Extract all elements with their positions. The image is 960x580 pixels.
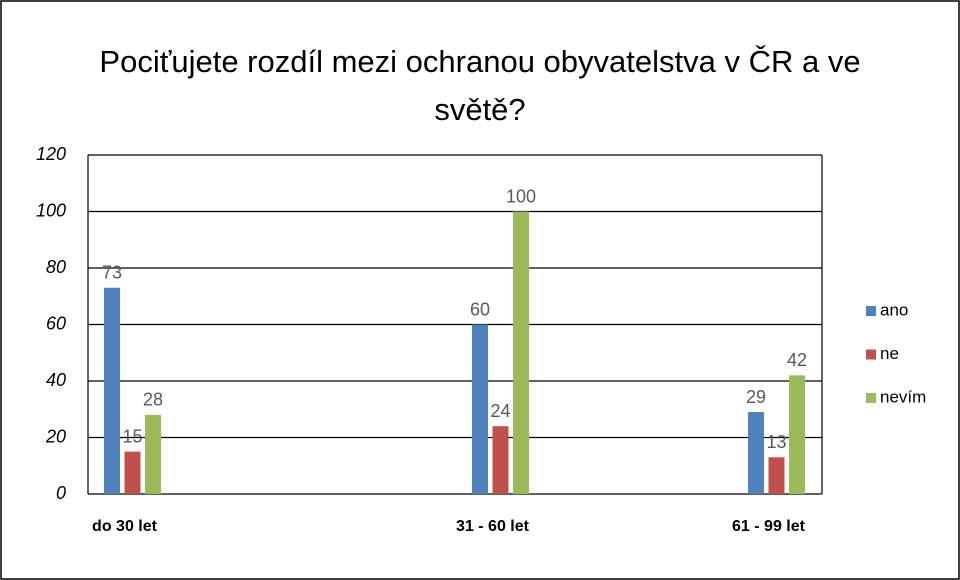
legend-label: ano <box>880 300 908 319</box>
bar <box>124 451 141 494</box>
chart-title: Pociťujete rozdíl mezi ochranou obyvatel… <box>99 44 861 127</box>
data-label: 24 <box>490 401 510 421</box>
x-tick-label: 31 - 60 let <box>456 518 529 535</box>
x-tick-label: 61 - 99 let <box>732 518 805 535</box>
data-label: 15 <box>122 426 142 446</box>
bar <box>492 426 509 494</box>
data-label: 73 <box>102 263 122 283</box>
data-label: 13 <box>766 432 786 452</box>
bar <box>768 457 785 494</box>
data-label: 100 <box>506 186 536 206</box>
bar <box>513 211 529 494</box>
bar <box>748 412 764 494</box>
data-label: 42 <box>787 350 807 370</box>
y-tick-label: 80 <box>46 257 66 277</box>
data-label: 29 <box>746 387 766 407</box>
x-tick-label: do 30 let <box>92 518 157 535</box>
y-tick-label: 40 <box>46 370 66 390</box>
data-label: 60 <box>470 299 490 319</box>
legend-label: ne <box>880 344 899 363</box>
bar <box>145 414 161 494</box>
y-tick-label: 20 <box>45 426 66 446</box>
y-tick-label: 120 <box>36 144 66 164</box>
bar <box>104 287 120 494</box>
legend-swatch <box>866 306 876 316</box>
legend-swatch <box>866 393 876 403</box>
y-tick-label: 100 <box>36 200 66 220</box>
bar <box>472 324 488 494</box>
y-tick-label: 0 <box>56 483 66 503</box>
bar <box>789 375 805 494</box>
y-tick-label: 60 <box>46 313 66 333</box>
legend-swatch <box>866 349 876 360</box>
legend-label: nevím <box>880 387 926 406</box>
data-label: 28 <box>143 390 163 410</box>
